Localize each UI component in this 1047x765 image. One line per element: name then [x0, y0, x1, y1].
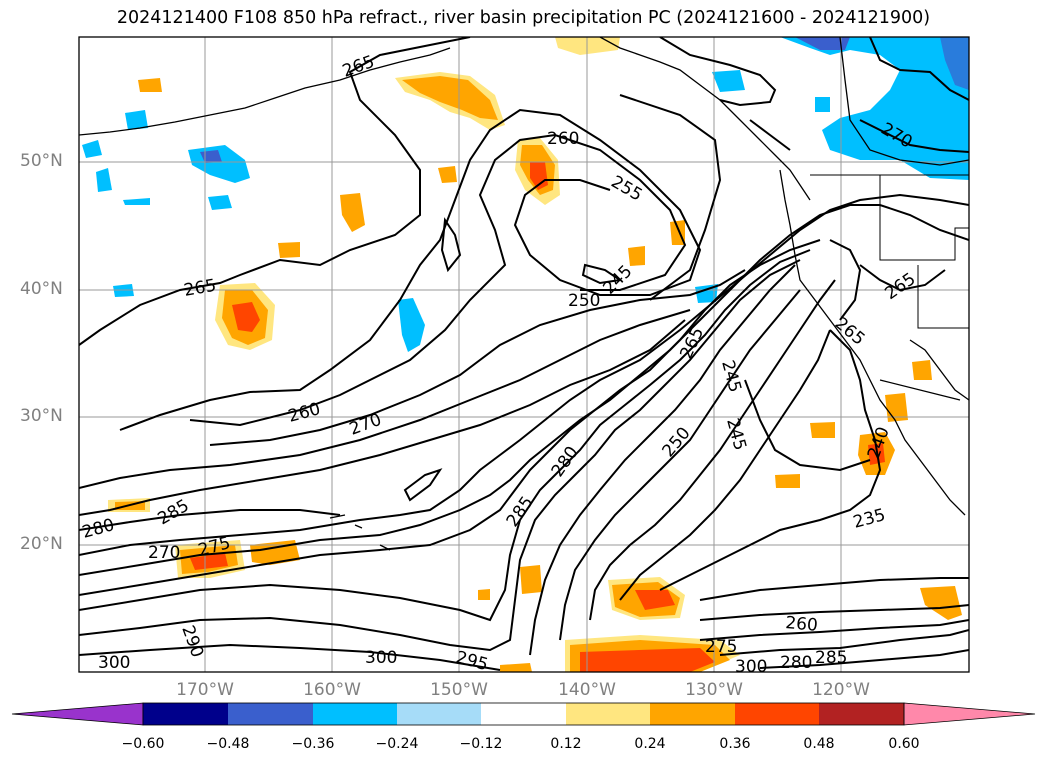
- colorbar-tick: 0.12: [550, 736, 582, 752]
- colorbar-tick: −0.24: [375, 736, 419, 752]
- contour-labels: 265 260 255 250 245 270 265 265 265 260 …: [80, 52, 919, 677]
- contour-label: 235: [851, 505, 888, 533]
- contour-label: 275: [705, 637, 737, 657]
- contour-label: 265: [831, 314, 869, 350]
- colorbar-segment: [903, 702, 1036, 726]
- lat-label: 50°N: [20, 151, 63, 171]
- contour-label: 265: [881, 269, 919, 304]
- contour-label: 280: [548, 443, 583, 481]
- contour-label: 260: [547, 129, 579, 149]
- lon-label: 170°W: [176, 680, 234, 700]
- contour-label: 285: [155, 496, 193, 530]
- contour-label: 285: [815, 648, 847, 668]
- contour-label: 300: [735, 657, 767, 677]
- lat-label: 40°N: [20, 279, 63, 299]
- colorbar-tick: 0.24: [634, 736, 666, 752]
- colorbar-tick: −0.48: [206, 736, 250, 752]
- lon-label: 140°W: [558, 680, 616, 700]
- colorbar-tick: −0.36: [291, 736, 335, 752]
- colorbar-segment: [397, 703, 481, 725]
- colorbar-tick: −0.60: [121, 736, 165, 752]
- colorbar-tick: 0.60: [888, 736, 920, 752]
- colorbar-tick: −0.12: [459, 736, 503, 752]
- lon-label: 130°W: [685, 680, 743, 700]
- contour-label: 250: [659, 423, 695, 461]
- lon-label: 150°W: [430, 680, 488, 700]
- contour-label: 290: [177, 623, 207, 660]
- contour-label: 265: [340, 52, 377, 82]
- refractivity-contours: [79, 37, 969, 671]
- colorbar-segment: [566, 703, 650, 725]
- contour-label: 245: [722, 416, 750, 453]
- contour-label: 250: [568, 291, 600, 311]
- colorbar-tick: 0.48: [803, 736, 835, 752]
- map-title: 2024121400 F108 850 hPa refract., river …: [116, 8, 931, 28]
- colorbar-segment: [313, 703, 397, 725]
- contour-label: 300: [98, 653, 130, 673]
- contour-label: 260: [785, 613, 819, 636]
- map-grid: [79, 37, 969, 672]
- contour-label: 245: [599, 261, 636, 298]
- colorbar: [11, 702, 1036, 726]
- lat-label: 20°N: [20, 534, 63, 554]
- lat-label: 30°N: [20, 406, 63, 426]
- contour-label: 265: [182, 276, 217, 301]
- colorbar-segment: [650, 703, 735, 725]
- contour-label: 280: [780, 653, 812, 673]
- contour-label: 280: [80, 515, 117, 543]
- colorbar-segment: [819, 703, 904, 725]
- colorbar-tick: 0.36: [719, 736, 751, 752]
- contour-label: 300: [365, 648, 397, 668]
- contour-label: 260: [286, 399, 323, 427]
- colorbar-segment: [11, 702, 144, 726]
- colorbar-segment: [481, 703, 566, 725]
- contour-label: 270: [347, 410, 384, 440]
- colorbar-segment: [143, 703, 228, 725]
- lon-label: 160°W: [303, 680, 361, 700]
- contour-label: 270: [148, 543, 180, 563]
- precip-shading: [82, 37, 969, 672]
- borders: [810, 174, 969, 329]
- contour-label: 255: [608, 172, 646, 206]
- colorbar-segment: [735, 703, 819, 725]
- colorbar-segment: [228, 703, 313, 725]
- lon-label: 120°W: [812, 680, 870, 700]
- map-frame: [78, 36, 970, 673]
